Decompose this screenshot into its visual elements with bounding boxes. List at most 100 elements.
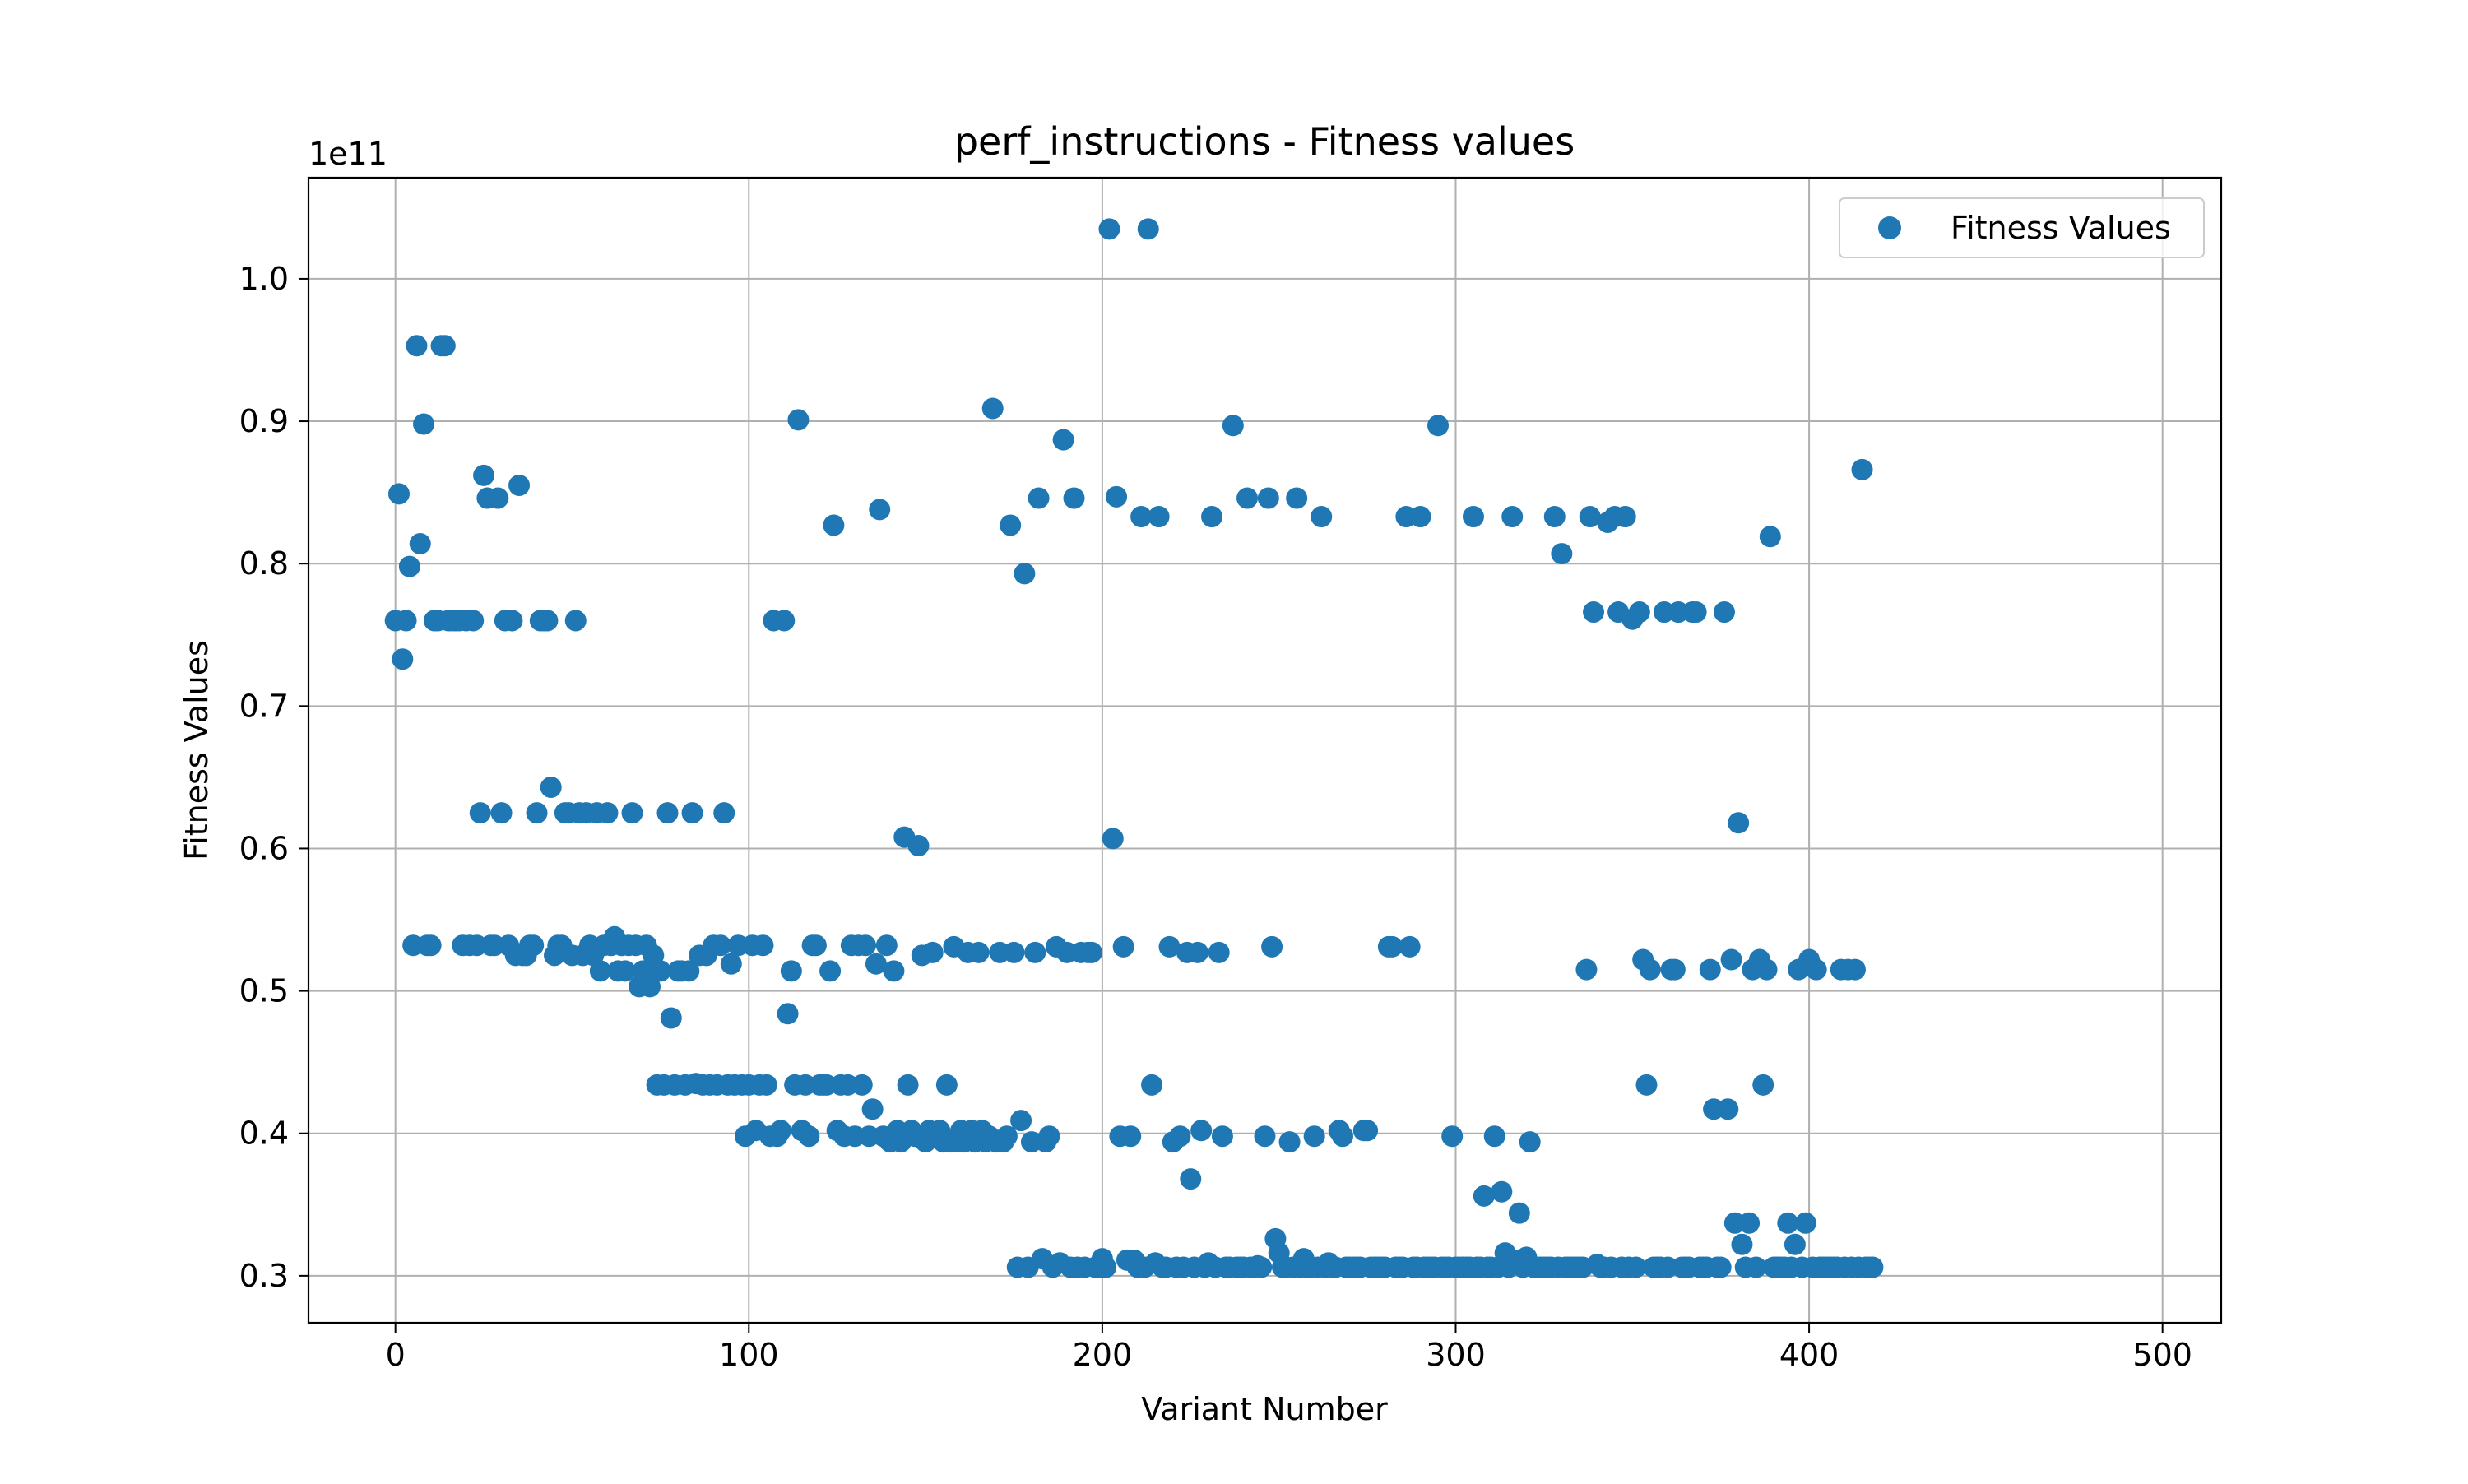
x-tick-label: 0 bbox=[386, 1337, 406, 1373]
y-tick-label: 0.7 bbox=[239, 688, 289, 724]
data-point bbox=[1851, 458, 1873, 480]
data-point bbox=[769, 1120, 791, 1142]
y-offset-label: 1e11 bbox=[308, 136, 387, 172]
data-point bbox=[508, 474, 531, 496]
data-point bbox=[1685, 601, 1707, 624]
data-point bbox=[1208, 941, 1230, 963]
data-point bbox=[1713, 601, 1735, 624]
x-tick-label: 300 bbox=[1426, 1337, 1486, 1373]
data-point bbox=[462, 610, 485, 632]
y-tick-label: 0.8 bbox=[239, 545, 289, 582]
data-point bbox=[1130, 506, 1153, 528]
data-point bbox=[1381, 935, 1403, 958]
data-point bbox=[851, 1074, 873, 1096]
data-point bbox=[1332, 1125, 1354, 1148]
data-point bbox=[1257, 487, 1279, 509]
data-point bbox=[1357, 1120, 1379, 1142]
data-point bbox=[1483, 1125, 1505, 1148]
data-point bbox=[935, 1074, 958, 1096]
data-point bbox=[1080, 941, 1102, 963]
data-point bbox=[1731, 1233, 1753, 1255]
data-point bbox=[681, 802, 703, 824]
data-point bbox=[1000, 514, 1022, 536]
data-point bbox=[823, 514, 845, 536]
data-point bbox=[1427, 415, 1450, 437]
data-point bbox=[787, 409, 810, 431]
data-point bbox=[1120, 1125, 1142, 1148]
data-point bbox=[875, 934, 898, 957]
data-point bbox=[564, 610, 587, 632]
data-point bbox=[1024, 941, 1046, 963]
data-point bbox=[387, 483, 410, 505]
data-point bbox=[1862, 1256, 1884, 1278]
data-point bbox=[1543, 506, 1566, 528]
data-point bbox=[777, 1003, 799, 1025]
data-point bbox=[649, 960, 671, 982]
data-point bbox=[1399, 935, 1421, 958]
data-point bbox=[1717, 1098, 1739, 1120]
data-point bbox=[487, 487, 509, 509]
data-point bbox=[1699, 958, 1721, 981]
data-point bbox=[1805, 958, 1827, 981]
data-point bbox=[883, 960, 905, 982]
data-point bbox=[1106, 485, 1128, 508]
data-point bbox=[1473, 1185, 1495, 1207]
grid-layer bbox=[308, 178, 2221, 1323]
data-point bbox=[1158, 935, 1181, 958]
data-point bbox=[1148, 506, 1170, 528]
data-point bbox=[1137, 218, 1159, 240]
data-point bbox=[921, 941, 944, 963]
data-point bbox=[1063, 487, 1085, 509]
data-point bbox=[1625, 1256, 1647, 1278]
data-point bbox=[1720, 948, 1742, 971]
data-point bbox=[1745, 1256, 1767, 1278]
plot-frame bbox=[307, 176, 2223, 1324]
data-point bbox=[413, 413, 435, 435]
data-point bbox=[1784, 1233, 1806, 1255]
data-point bbox=[861, 1098, 884, 1120]
data-point bbox=[1186, 941, 1208, 963]
data-point bbox=[967, 941, 990, 963]
data-point bbox=[1102, 828, 1124, 850]
data-point bbox=[1635, 1074, 1658, 1096]
data-point bbox=[1098, 218, 1120, 240]
data-point bbox=[752, 934, 774, 957]
data-point bbox=[755, 1074, 777, 1096]
data-point bbox=[720, 953, 742, 975]
data-point bbox=[540, 777, 562, 799]
data-point bbox=[614, 960, 636, 982]
x-tick-label: 400 bbox=[1779, 1337, 1839, 1373]
data-point bbox=[522, 934, 545, 957]
data-point bbox=[773, 610, 796, 632]
data-point bbox=[819, 960, 842, 982]
data-point bbox=[1409, 506, 1431, 528]
data-point bbox=[1756, 958, 1778, 981]
data-point bbox=[1261, 935, 1283, 958]
data-point bbox=[1250, 1256, 1273, 1278]
y-tick-label: 1.0 bbox=[239, 261, 289, 297]
data-point bbox=[1579, 506, 1601, 528]
data-point bbox=[1491, 1180, 1513, 1203]
data-point bbox=[596, 802, 619, 824]
data-point bbox=[678, 960, 700, 982]
data-point bbox=[855, 934, 877, 957]
ticks-layer: 0 100 200 300 400 500 0.3 0.4 0.5 0.6 0.7 0.8 0.9 1.0 bbox=[239, 261, 2192, 1373]
data-point bbox=[1180, 1168, 1202, 1190]
chart-title: perf_instructions - Fitness values bbox=[954, 119, 1575, 164]
data-point bbox=[1519, 1131, 1541, 1153]
data-point bbox=[1311, 506, 1333, 528]
data-point bbox=[1003, 941, 1025, 963]
data-point bbox=[780, 960, 802, 982]
data-point bbox=[907, 835, 930, 856]
data-point bbox=[1777, 1212, 1799, 1234]
data-point bbox=[805, 934, 827, 957]
data-point bbox=[1441, 1125, 1464, 1148]
data-point bbox=[1038, 1125, 1060, 1148]
data-point bbox=[1759, 526, 1781, 548]
data-point bbox=[1614, 506, 1636, 528]
data-point bbox=[1254, 1125, 1276, 1148]
data-point bbox=[1583, 601, 1605, 624]
data-point bbox=[1201, 506, 1223, 528]
